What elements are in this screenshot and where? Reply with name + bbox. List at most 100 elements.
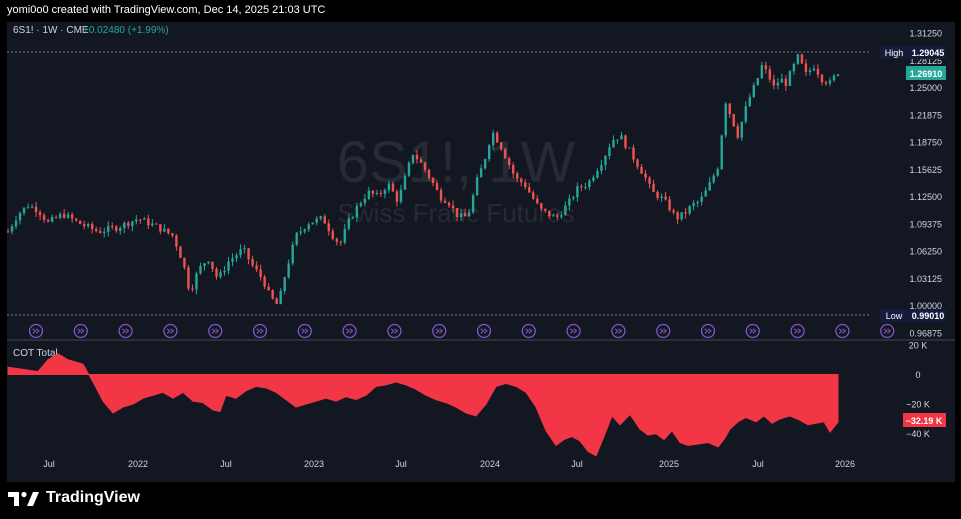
event-marker-icon[interactable] <box>790 323 805 339</box>
candle-body <box>696 201 699 204</box>
candle-body <box>756 78 760 86</box>
event-marker-icon[interactable] <box>252 323 268 339</box>
event-marker-icon[interactable] <box>476 323 492 339</box>
candle-body <box>74 218 78 221</box>
candle-body <box>247 248 250 260</box>
price-tick-label: 0.96875 <box>909 329 942 339</box>
candle-body <box>540 203 543 209</box>
candle-body <box>335 238 338 242</box>
cot-tick-label: 0 <box>915 370 920 380</box>
event-marker-icon[interactable] <box>432 323 447 339</box>
candle-body <box>287 263 290 278</box>
event-marker-icon[interactable] <box>880 323 895 339</box>
tradingview-logo-icon <box>8 491 39 506</box>
event-marker-icon[interactable] <box>118 323 133 339</box>
candle-body <box>62 213 66 218</box>
candle-body <box>776 82 780 86</box>
candle-body <box>195 273 198 290</box>
price-tick-label: 1.18750 <box>909 138 942 148</box>
brand[interactable]: TradingView <box>8 487 140 509</box>
candle-body <box>327 223 330 232</box>
candle-body <box>387 183 391 191</box>
candle-body <box>159 224 162 232</box>
candles <box>6 53 840 305</box>
candle-body <box>315 218 318 223</box>
event-marker-icon[interactable] <box>387 323 402 339</box>
candle-body <box>291 244 294 264</box>
candle-body <box>263 276 266 287</box>
candle-body <box>411 154 415 163</box>
low-price-tag-bg <box>909 309 946 322</box>
candle-body <box>548 210 551 217</box>
candle-body <box>612 139 615 148</box>
candle-body <box>107 226 110 232</box>
candle-body <box>391 183 395 192</box>
candle-body <box>644 173 647 178</box>
candle-body <box>604 155 607 166</box>
candle-body <box>163 228 166 232</box>
candle-body <box>127 222 130 227</box>
candle-body <box>491 132 495 146</box>
candle-body <box>728 103 731 115</box>
candle-body <box>10 226 14 232</box>
candle-body <box>487 145 491 160</box>
candle-body <box>54 217 58 219</box>
candle-body <box>347 218 351 229</box>
event-marker-icon[interactable] <box>208 323 223 339</box>
candle-body <box>680 212 683 220</box>
price-axis[interactable]: 1.31250 1.28125 1.25000 1.21875 1.18750 1.156… <box>909 29 942 339</box>
candle-body <box>311 222 314 225</box>
event-marker-icon[interactable] <box>835 323 850 339</box>
candle-body <box>471 195 475 213</box>
candle-body <box>139 219 142 221</box>
candle-body <box>828 80 832 84</box>
event-marker-icon[interactable] <box>566 323 581 339</box>
candle-body <box>499 142 503 150</box>
event-marker-icon[interactable] <box>73 323 88 339</box>
candle-body <box>592 177 595 181</box>
candle-body <box>780 78 784 83</box>
event-marker-icon[interactable] <box>342 323 357 339</box>
candle-body <box>732 114 735 127</box>
event-marker-icon[interactable] <box>611 323 626 339</box>
time-axis[interactable]: Jul 2022 Jul 2023 Jul 2024 Jul 2025 Jul 2026 <box>43 459 855 469</box>
high-price-tag: 1.29045 <box>912 48 945 58</box>
candle-body <box>544 208 547 211</box>
candle-body <box>439 189 443 201</box>
candle-body <box>700 196 703 202</box>
low-tag-bg <box>880 309 909 322</box>
candle-body <box>724 103 727 136</box>
event-marker-icon[interactable] <box>28 323 44 339</box>
event-marker-icon[interactable] <box>521 323 536 339</box>
time-tick-label: 2026 <box>835 459 855 469</box>
event-marker-icon[interactable] <box>700 323 716 339</box>
candle-body <box>652 183 655 192</box>
candle-body <box>271 290 274 299</box>
cot-title: COT Total <box>13 348 58 359</box>
time-tick-label: Jul <box>571 459 583 469</box>
candle-body <box>620 135 623 140</box>
candle-body <box>42 215 46 220</box>
event-marker-icon[interactable] <box>163 323 178 339</box>
last-price-tag-bg <box>906 66 946 80</box>
event-marker-icon[interactable] <box>297 323 312 339</box>
candle-body <box>423 162 427 170</box>
candle-body <box>199 266 202 274</box>
candle-body <box>664 196 667 200</box>
candle-body <box>343 228 347 243</box>
candle-body <box>435 183 439 190</box>
candle-body <box>760 65 764 79</box>
cot-tick-label: −40 K <box>906 429 930 439</box>
candle-body <box>187 267 190 289</box>
candle-body <box>479 168 483 178</box>
event-marker-icon[interactable] <box>745 323 760 339</box>
candle-body <box>86 224 90 227</box>
candle-body <box>223 270 226 273</box>
cot-axis[interactable]: 20 K 0 −20 K −40 K <box>906 341 930 440</box>
candle-body <box>239 249 242 256</box>
candle-body <box>596 170 599 178</box>
event-marker-icon[interactable] <box>656 323 671 339</box>
candle-body <box>151 223 154 226</box>
candle-body <box>660 196 663 198</box>
